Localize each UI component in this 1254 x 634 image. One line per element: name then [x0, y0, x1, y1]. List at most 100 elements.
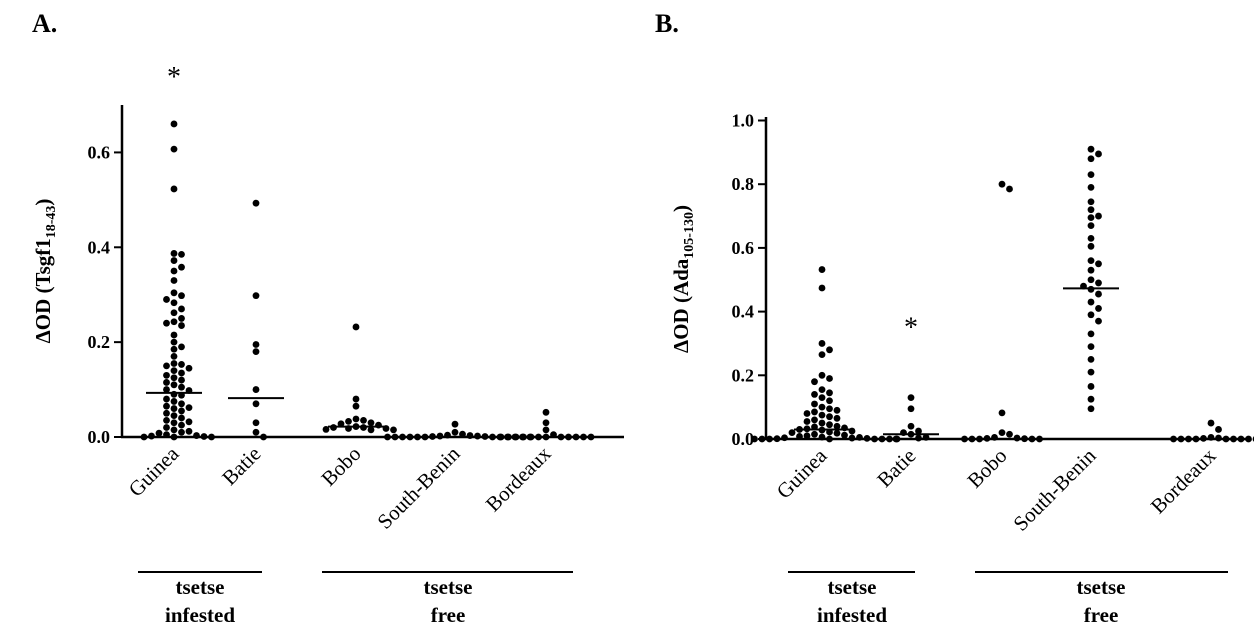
group-label: free: [431, 603, 466, 627]
data-point: [163, 296, 170, 303]
category-label: Bordeaux: [481, 441, 556, 516]
category-label: Batie: [217, 442, 265, 490]
panel-label: B.: [655, 9, 679, 38]
data-point: [1087, 343, 1095, 351]
data-point: [163, 409, 170, 417]
data-point: [826, 346, 833, 354]
data-point: [811, 391, 818, 398]
data-point: [178, 383, 185, 391]
data-point: [587, 433, 595, 441]
data-point: [848, 434, 856, 442]
data-point: [178, 414, 185, 422]
data-point: [1087, 266, 1095, 274]
data-point: [818, 411, 826, 419]
data-point: [170, 398, 178, 405]
data-point: [421, 433, 429, 441]
group-label: free: [1084, 603, 1119, 627]
data-point: [170, 309, 178, 317]
data-point: [170, 185, 178, 193]
y-tick-label: 0.6: [88, 142, 111, 162]
data-point: [1087, 298, 1095, 306]
data-point: [163, 379, 170, 386]
data-point: [178, 407, 185, 415]
data-point: [811, 378, 818, 386]
data-point: [497, 433, 505, 441]
data-point: [170, 367, 178, 374]
data-point: [170, 412, 178, 420]
data-point: [1087, 242, 1095, 250]
data-point: [193, 432, 200, 439]
data-point: [185, 364, 193, 372]
data-point: [178, 376, 185, 384]
data-point: [811, 416, 818, 424]
data-point: [968, 435, 976, 443]
data-point: [170, 345, 178, 353]
data-point: [803, 432, 811, 440]
data-point: [170, 267, 178, 275]
data-point: [252, 341, 260, 348]
data-point: [915, 434, 922, 442]
data-point: [878, 435, 886, 443]
data-point: [451, 428, 459, 436]
y-tick-label: 0.4: [732, 302, 755, 322]
data-point: [252, 199, 260, 207]
data-point: [1087, 330, 1095, 338]
data-point: [848, 427, 856, 435]
data-point: [178, 315, 185, 322]
data-point: [489, 433, 496, 441]
data-point: [818, 403, 826, 411]
data-point: [826, 397, 833, 405]
data-point: [481, 433, 489, 440]
data-point: [208, 433, 215, 441]
category-label: South-Benin: [1008, 443, 1100, 535]
data-point: [826, 405, 833, 413]
data-point: [170, 419, 178, 427]
data-point: [811, 430, 818, 438]
category-label: Bobo: [962, 444, 1011, 493]
data-point: [170, 374, 178, 382]
data-point: [505, 433, 512, 441]
data-point: [512, 433, 520, 441]
data-point: [185, 418, 193, 426]
data-point: [1095, 260, 1102, 268]
data-point: [163, 402, 170, 410]
data-point: [833, 414, 841, 422]
data-point: [178, 400, 185, 408]
data-point: [178, 263, 185, 271]
data-point: [252, 419, 260, 427]
y-tick-label: 0.4: [88, 237, 111, 257]
group-label: infested: [817, 603, 887, 627]
data-point: [1087, 395, 1095, 403]
data-point: [163, 395, 170, 403]
data-point: [961, 435, 968, 443]
data-point: [826, 375, 833, 382]
data-point: [163, 362, 170, 370]
category-label: Bordeaux: [1146, 443, 1221, 518]
data-point: [892, 435, 900, 443]
data-point: [406, 433, 414, 441]
data-point: [360, 416, 367, 424]
data-point: [1036, 435, 1043, 443]
y-tick-label: 0.0: [88, 427, 111, 447]
group-label: tsetse: [1077, 575, 1126, 599]
data-point: [352, 402, 360, 410]
data-point: [907, 422, 915, 430]
data-point: [399, 433, 406, 441]
data-point: [542, 426, 550, 434]
data-point: [1245, 435, 1252, 443]
data-point: [178, 361, 185, 368]
data-point: [163, 386, 170, 393]
data-point: [252, 400, 260, 408]
data-point: [818, 386, 826, 394]
y-tick-label: 0.8: [732, 174, 755, 194]
data-point: [907, 394, 915, 401]
data-point: [1095, 150, 1102, 158]
group-label: tsetse: [176, 575, 225, 599]
data-point: [907, 405, 915, 413]
data-point: [200, 433, 208, 440]
data-point: [367, 419, 375, 427]
data-point: [1207, 419, 1215, 427]
data-point: [170, 289, 178, 297]
data-point: [170, 360, 178, 367]
data-point: [833, 406, 841, 414]
